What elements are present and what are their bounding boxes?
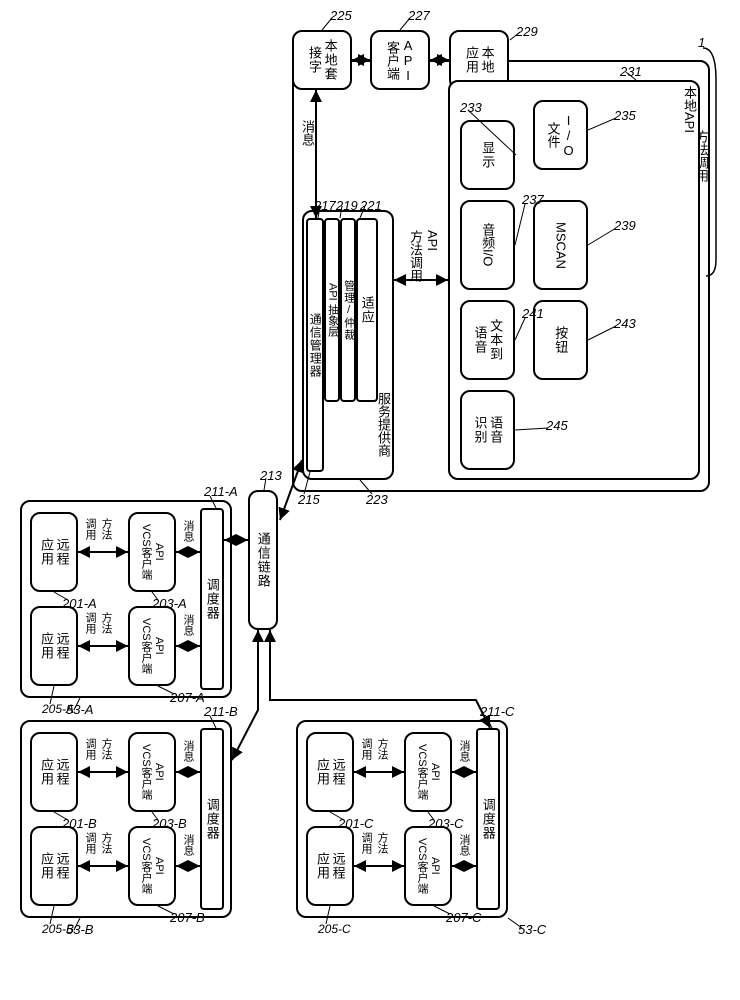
vcs-api-c1: VCS客户端API <box>404 732 452 812</box>
n227: 227 <box>408 8 430 23</box>
mc-c2: 方法调用 <box>358 832 390 854</box>
n231: 231 <box>620 64 642 79</box>
mc-b1: 方法调用 <box>82 738 114 760</box>
n205A: 205-A <box>42 702 74 716</box>
n207C: 207-C <box>446 910 481 925</box>
msg-c2: 消息 <box>456 834 472 856</box>
comm-manager-box: 通信管理器 <box>306 218 324 472</box>
client-api-box: 客户端API <box>370 30 430 90</box>
n211A: 211-A <box>204 484 238 499</box>
mc-c1: 方法调用 <box>358 738 390 760</box>
remote-app-b1: 远程应用 <box>30 732 78 812</box>
vcs-api-b1: VCS客户端API <box>128 732 176 812</box>
audio-io-box: 音频I/O <box>460 200 515 290</box>
manage-box: 管理/仲裁 <box>340 218 356 402</box>
n217: 217 <box>314 198 336 213</box>
n205C: 205-C <box>318 922 351 936</box>
speech-rec-box: 语音识别 <box>460 390 515 470</box>
remote-app-c1: 远程应用 <box>306 732 354 812</box>
msg-a1: 消息 <box>180 520 196 542</box>
mc-b2: 方法调用 <box>82 832 114 854</box>
msg-a2: 消息 <box>180 614 196 636</box>
callout-1: 1 <box>698 35 705 50</box>
n211C: 211-C <box>480 704 514 719</box>
n235: 235 <box>614 108 636 123</box>
vcs-api-a2: VCS客户端API <box>128 606 176 686</box>
api-method-call-label: API方法调用 <box>406 230 440 282</box>
n207B: 207-B <box>170 910 205 925</box>
n221: 221 <box>360 198 382 213</box>
mscan-box: MSCAN <box>533 200 588 290</box>
n203C: 203-C <box>428 816 463 831</box>
n243: 243 <box>614 316 636 331</box>
n203A: 203-A <box>152 596 187 611</box>
n201A: 201-A <box>62 596 97 611</box>
remote-app-a2: 远程应用 <box>30 606 78 686</box>
vcs-api-a1: VCS客户端API <box>128 512 176 592</box>
diagram-canvas: 1 方法调用 本地应用 客户端API 本地套接字 消息 本地API 显示 文件I… <box>0 0 740 1000</box>
message-top-label: 消息 <box>298 120 317 146</box>
service-provider-label: 服务提供商 <box>374 392 393 457</box>
display-box: 显示 <box>460 120 515 190</box>
comm-link-box: 通信链路 <box>248 490 278 630</box>
file-io-box: 文件I/O <box>533 100 588 170</box>
n237: 237 <box>522 192 544 207</box>
n201C: 201-C <box>338 816 373 831</box>
n53C: 53-C <box>518 922 546 937</box>
n245: 245 <box>546 418 568 433</box>
n215: 215 <box>298 492 320 507</box>
mc-a1: 方法调用 <box>82 518 114 540</box>
remote-app-c2: 远程应用 <box>306 826 354 906</box>
n203B: 203-B <box>152 816 187 831</box>
vcs-api-b2: VCS客户端API <box>128 826 176 906</box>
msg-b2: 消息 <box>180 834 196 856</box>
n201B: 201-B <box>62 816 97 831</box>
n211B: 211-B <box>204 704 238 719</box>
scheduler-b: 调度器 <box>200 728 224 910</box>
n213: 213 <box>260 468 282 483</box>
msg-c1: 消息 <box>456 740 472 762</box>
adaptation-box: 适应 <box>356 218 378 402</box>
mc-a2: 方法调用 <box>82 612 114 634</box>
scheduler-a: 调度器 <box>200 508 224 690</box>
n225: 225 <box>330 8 352 23</box>
n205B: 205-B <box>42 922 74 936</box>
n233: 233 <box>460 100 482 115</box>
scheduler-c: 调度器 <box>476 728 500 910</box>
msg-b1: 消息 <box>180 740 196 762</box>
remote-app-a1: 远程应用 <box>30 512 78 592</box>
n239: 239 <box>614 218 636 233</box>
vcs-api-c2: VCS客户端API <box>404 826 452 906</box>
n219: 219 <box>336 198 358 213</box>
local-socket-box: 本地套接字 <box>292 30 352 90</box>
local-api-label: 本地API <box>680 86 699 133</box>
remote-app-b2: 远程应用 <box>30 826 78 906</box>
tts-box: 文本到语音 <box>460 300 515 380</box>
n223: 223 <box>366 492 388 507</box>
api-abstract-box: API 抽象层 <box>324 218 340 402</box>
n229: 229 <box>516 24 538 39</box>
n207A: 207-A <box>170 690 205 705</box>
n241: 241 <box>522 306 544 321</box>
